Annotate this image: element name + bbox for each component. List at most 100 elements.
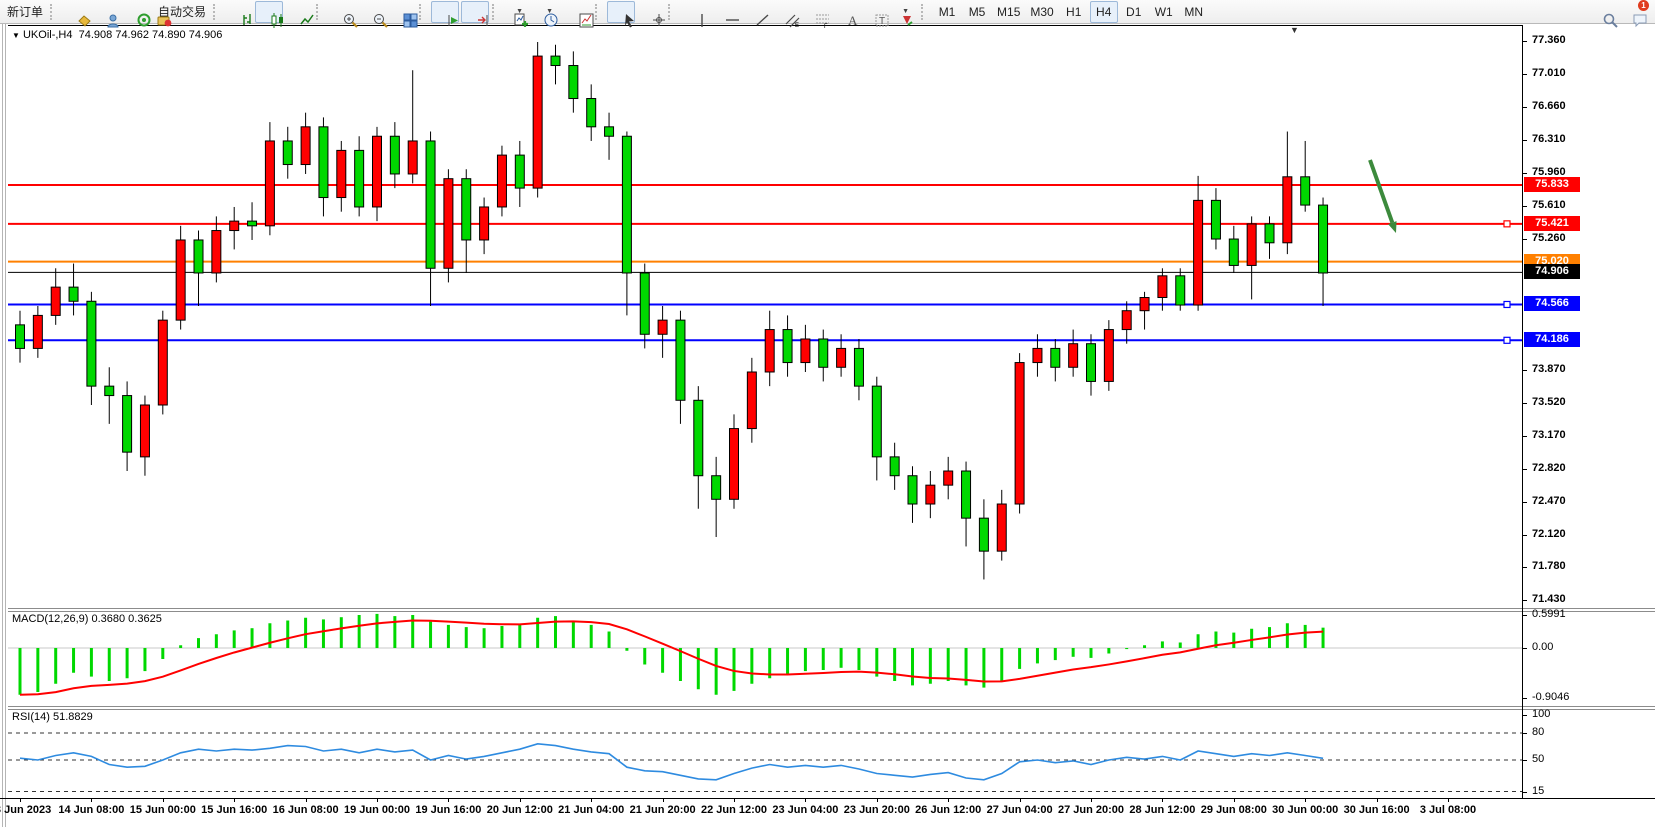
candlestick-mode-button[interactable] (255, 0, 284, 28)
candle-25[interactable] (461, 169, 472, 273)
candle-4[interactable] (86, 291, 97, 405)
candle-39[interactable] (711, 456, 722, 538)
new-order-button[interactable]: 新订单 (3, 1, 47, 23)
chat-icon[interactable]: 1 (1618, 0, 1649, 27)
candle-46[interactable] (836, 334, 847, 377)
candle-12[interactable] (229, 206, 240, 250)
data-window-icon[interactable] (92, 1, 120, 27)
candle-44[interactable] (800, 324, 811, 372)
crosshair-button[interactable] (637, 1, 666, 26)
navigator-icon[interactable] (122, 1, 151, 26)
candle-37[interactable] (675, 310, 686, 424)
toolbar-grip[interactable] (316, 3, 323, 20)
candle-9[interactable] (175, 225, 186, 330)
candle-0[interactable] (15, 310, 25, 363)
vertical-line-button[interactable] (680, 1, 708, 27)
candle-22[interactable] (407, 70, 418, 184)
trendline-button[interactable] (740, 1, 769, 26)
timeframe-w1[interactable]: W1 (1154, 4, 1173, 19)
timeframe-m1[interactable]: M1 (938, 4, 956, 19)
horizontal-line-button[interactable] (710, 1, 740, 23)
dropdown-caret-icon[interactable]: ▼ (546, 8, 553, 15)
candle-13[interactable] (247, 202, 258, 240)
candle-19[interactable] (354, 136, 365, 217)
candle-3[interactable] (68, 263, 79, 316)
templates-button[interactable] (564, 1, 594, 27)
candle-29[interactable] (532, 41, 543, 198)
candle-17[interactable] (318, 117, 329, 217)
toolbar-grip[interactable] (492, 3, 499, 20)
pane-separator-macd-top[interactable] (8, 608, 1655, 609)
candle-47[interactable] (853, 338, 864, 401)
timeframe-m15[interactable]: M15 (997, 4, 1021, 19)
dropdown-caret-icon[interactable]: ▼ (516, 8, 523, 15)
candle-1[interactable] (32, 305, 43, 358)
toolbar-grip[interactable] (50, 3, 57, 20)
timeframe-m30[interactable]: M30 (1030, 4, 1054, 19)
candle-53[interactable] (961, 461, 972, 547)
candle-65[interactable] (1175, 268, 1186, 311)
candle-35[interactable] (639, 263, 650, 349)
zoom-out-button[interactable] (358, 1, 388, 28)
candle-31[interactable] (568, 51, 579, 113)
candle-15[interactable] (282, 126, 293, 179)
macd-pane[interactable] (8, 611, 1522, 706)
candle-72[interactable] (1300, 140, 1311, 212)
candle-68[interactable] (1228, 225, 1239, 273)
candle-61[interactable] (1103, 320, 1114, 391)
candle-38[interactable] (693, 386, 704, 509)
candle-54[interactable] (978, 499, 989, 580)
auto-trading-button[interactable]: 自动交易 (152, 1, 210, 26)
price-axis[interactable]: 77.360 77.010 76.660 76.310 75.960 75.610 75.2… (1523, 24, 1655, 798)
timeframe-h1[interactable]: H1 (1066, 4, 1082, 19)
candle-40[interactable] (729, 414, 739, 509)
candle-24[interactable] (443, 169, 454, 283)
candle-18[interactable] (336, 140, 347, 212)
time-axis[interactable]: 13 Jun 2023 14 Jun 08:00 15 Jun 00:00 15 Ju… (0, 798, 1655, 827)
rsi-pane[interactable] (8, 709, 1522, 798)
candle-14[interactable] (264, 122, 275, 236)
candle-21[interactable] (389, 122, 400, 189)
toolbar-grip[interactable] (213, 3, 220, 20)
candle-55[interactable] (996, 489, 1007, 561)
candle-48[interactable] (871, 376, 882, 481)
zoom-in-button[interactable] (328, 1, 358, 28)
candle-36[interactable] (657, 305, 668, 358)
timeframe-h4[interactable]: H4 (1089, 0, 1118, 23)
chart-shift-marker-icon[interactable]: ▼ (1290, 25, 1299, 35)
candle-2[interactable] (50, 268, 61, 325)
candle-7[interactable] (139, 395, 150, 476)
chart-shift-button[interactable] (461, 0, 490, 26)
candle-6[interactable] (122, 381, 133, 472)
candle-57[interactable] (1032, 334, 1043, 377)
timeframe-d1[interactable]: D1 (1126, 4, 1142, 19)
toolbar-grip[interactable] (668, 3, 675, 20)
candle-45[interactable] (818, 329, 829, 382)
candle-30[interactable] (550, 44, 561, 85)
bar-chart-mode-button[interactable] (225, 1, 253, 25)
candle-26[interactable] (479, 197, 490, 255)
candle-63[interactable] (1139, 291, 1150, 330)
candle-71[interactable] (1282, 131, 1293, 255)
line-chart-mode-button[interactable] (285, 1, 314, 24)
candle-67[interactable] (1210, 188, 1221, 250)
indicators-button[interactable]: ▼ (504, 1, 532, 27)
candle-11[interactable] (211, 216, 222, 283)
toolbar-grip[interactable] (595, 3, 602, 20)
equidistant-channel-button[interactable]: E (770, 1, 800, 29)
candle-8[interactable] (157, 310, 168, 415)
candle-28[interactable] (514, 140, 525, 207)
text-button[interactable]: A (830, 1, 858, 28)
periods-button[interactable]: ▼ (534, 1, 562, 26)
candle-58[interactable] (1050, 338, 1061, 382)
annotation-arrow[interactable] (1368, 159, 1397, 233)
candle-66[interactable] (1193, 175, 1204, 311)
auto-scroll-button[interactable] (431, 0, 460, 26)
candle-60[interactable] (1086, 334, 1096, 396)
candle-52[interactable] (943, 456, 954, 500)
candle-23[interactable] (425, 131, 436, 306)
pane-separator-rsi-bottom[interactable] (8, 709, 1655, 710)
candle-41[interactable] (746, 357, 757, 443)
timeframe-m5[interactable]: M5 (968, 4, 986, 19)
candle-16[interactable] (300, 112, 311, 174)
